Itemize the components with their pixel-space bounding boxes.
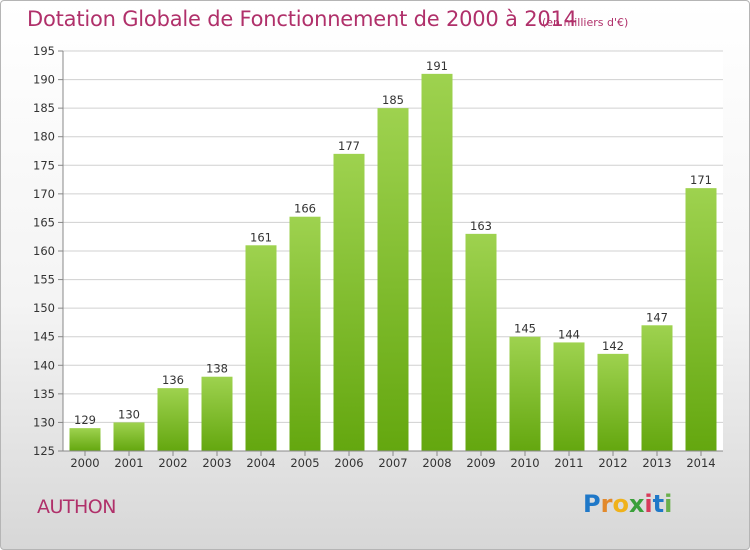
x-tick-label-2004: 2004 — [246, 456, 275, 470]
bars — [69, 73, 717, 452]
y-tick-label: 130 — [33, 415, 55, 429]
y-tick-label: 190 — [33, 73, 55, 87]
bar-2011 — [553, 342, 585, 451]
y-tick-label: 175 — [33, 158, 55, 172]
y-tick-label: 165 — [33, 215, 55, 229]
bar-2004 — [245, 245, 277, 451]
x-tick-label-2002: 2002 — [158, 456, 187, 470]
chart-unit: (en milliers d'€) — [542, 16, 629, 29]
value-label-2013: 147 — [646, 310, 668, 324]
bar-2002 — [157, 388, 189, 451]
x-tick-label-2012: 2012 — [598, 456, 627, 470]
bar-2006 — [333, 153, 365, 451]
value-label-2005: 166 — [294, 202, 316, 216]
value-label-2012: 142 — [602, 339, 624, 353]
value-label-2009: 163 — [470, 219, 492, 233]
y-tick-label: 160 — [33, 244, 55, 258]
bar-2005 — [289, 216, 321, 451]
value-label-2008: 191 — [426, 59, 448, 73]
chart-title: Dotation Globale de Fonctionnement de 20… — [27, 7, 577, 31]
bar-2001 — [113, 422, 145, 451]
x-tick-label-2003: 2003 — [202, 456, 231, 470]
y-tick-label: 155 — [33, 273, 55, 287]
value-label-2010: 145 — [514, 322, 536, 336]
commune-name: AUTHON — [37, 496, 116, 518]
x-tick-label-2000: 2000 — [70, 456, 99, 470]
x-tick-label-2009: 2009 — [466, 456, 495, 470]
y-tick-label: 180 — [33, 130, 55, 144]
bar-2008 — [421, 73, 453, 451]
bar-2007 — [377, 108, 409, 452]
value-label-2001: 130 — [118, 407, 140, 421]
y-tick-label: 135 — [33, 387, 55, 401]
bar-2003 — [201, 376, 233, 451]
bar-2013 — [641, 325, 673, 451]
x-tick-label-2010: 2010 — [510, 456, 539, 470]
bar-2010 — [509, 336, 541, 451]
axes: 1251301351401451501551601651701751801851… — [33, 44, 723, 470]
value-label-2007: 185 — [382, 93, 404, 107]
x-tick-label-2006: 2006 — [334, 456, 363, 470]
x-tick-label-2008: 2008 — [422, 456, 451, 470]
x-tick-label-2005: 2005 — [290, 456, 319, 470]
value-label-2011: 144 — [558, 327, 580, 341]
y-tick-label: 125 — [33, 444, 55, 458]
x-tick-label-2011: 2011 — [554, 456, 583, 470]
y-tick-label: 195 — [33, 44, 55, 58]
value-labels: 129 130 136 138 161 166 177 185 191 163 145 144 142 1… — [74, 59, 712, 427]
x-tick-label-2014: 2014 — [686, 456, 715, 470]
x-tick-label-2001: 2001 — [114, 456, 143, 470]
bar-2009 — [465, 233, 497, 451]
value-label-2014: 171 — [690, 173, 712, 187]
bar-2014 — [685, 188, 717, 451]
y-tick-label: 140 — [33, 358, 55, 372]
proxiti-logo: Proxiti — [583, 490, 673, 518]
bar-2000 — [69, 428, 101, 451]
bar-2012 — [597, 353, 629, 451]
value-label-2002: 136 — [162, 373, 184, 387]
y-tick-label: 185 — [33, 101, 55, 115]
value-label-2000: 129 — [74, 413, 96, 427]
x-tick-label-2013: 2013 — [642, 456, 671, 470]
y-tick-label: 150 — [33, 301, 55, 315]
value-label-2006: 177 — [338, 139, 360, 153]
y-tick-label: 145 — [33, 330, 55, 344]
value-label-2003: 138 — [206, 362, 228, 376]
x-tick-label-2007: 2007 — [378, 456, 407, 470]
y-tick-label: 170 — [33, 187, 55, 201]
value-label-2004: 161 — [250, 230, 272, 244]
